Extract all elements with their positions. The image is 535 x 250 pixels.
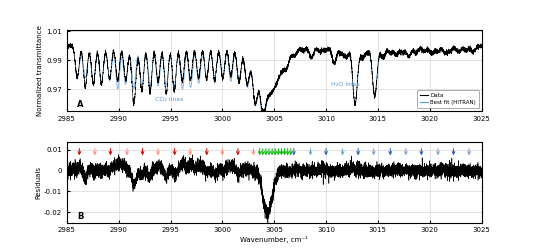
- Y-axis label: Normalized transmittance: Normalized transmittance: [37, 25, 43, 116]
- Text: CO₂ lines: CO₂ lines: [155, 97, 184, 102]
- Text: B: B: [77, 212, 83, 222]
- Text: H₂O lines: H₂O lines: [331, 82, 360, 87]
- Y-axis label: Residuals: Residuals: [35, 166, 41, 198]
- X-axis label: Wavenumber, cm⁻¹: Wavenumber, cm⁻¹: [240, 236, 308, 243]
- Text: A: A: [77, 100, 84, 108]
- Legend: Data, Best fit (HITRAN): Data, Best fit (HITRAN): [417, 90, 479, 108]
